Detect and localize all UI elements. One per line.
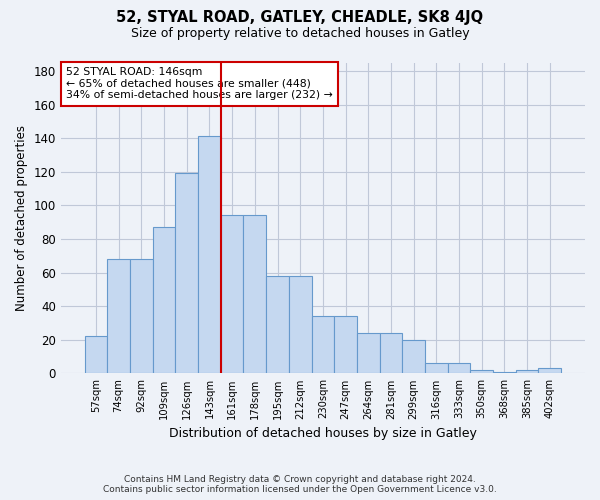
Bar — [289, 276, 311, 374]
Bar — [175, 174, 198, 374]
Bar — [152, 227, 175, 374]
Bar — [334, 316, 357, 374]
Bar — [107, 259, 130, 374]
Bar — [538, 368, 561, 374]
X-axis label: Distribution of detached houses by size in Gatley: Distribution of detached houses by size … — [169, 427, 477, 440]
Bar — [516, 370, 538, 374]
Text: 52, STYAL ROAD, GATLEY, CHEADLE, SK8 4JQ: 52, STYAL ROAD, GATLEY, CHEADLE, SK8 4JQ — [116, 10, 484, 25]
Bar — [130, 259, 152, 374]
Text: Size of property relative to detached houses in Gatley: Size of property relative to detached ho… — [131, 28, 469, 40]
Bar — [403, 340, 425, 374]
Bar — [380, 333, 403, 374]
Y-axis label: Number of detached properties: Number of detached properties — [15, 125, 28, 311]
Bar — [244, 216, 266, 374]
Bar — [493, 372, 516, 374]
Bar — [85, 336, 107, 374]
Bar — [448, 364, 470, 374]
Text: 52 STYAL ROAD: 146sqm
← 65% of detached houses are smaller (448)
34% of semi-det: 52 STYAL ROAD: 146sqm ← 65% of detached … — [66, 67, 333, 100]
Bar — [311, 316, 334, 374]
Bar — [470, 370, 493, 374]
Bar — [425, 364, 448, 374]
Bar — [221, 216, 244, 374]
Bar — [357, 333, 380, 374]
Bar — [266, 276, 289, 374]
Text: Contains HM Land Registry data © Crown copyright and database right 2024.
Contai: Contains HM Land Registry data © Crown c… — [103, 474, 497, 494]
Bar — [198, 136, 221, 374]
